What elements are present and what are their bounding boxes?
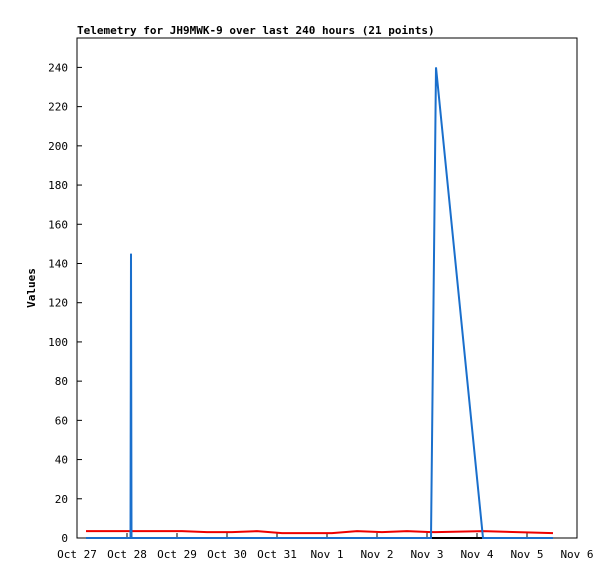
y-tick-label: 160 (48, 218, 68, 231)
y-tick-label: 120 (48, 297, 68, 310)
x-tick-label: Nov 2 (360, 548, 393, 561)
y-tick-label: 200 (48, 140, 68, 153)
x-tick-label: Nov 4 (460, 548, 493, 561)
y-tick-label: 60 (55, 414, 68, 427)
y-tick-label: 140 (48, 257, 68, 270)
x-tick-label: Oct 28 (107, 548, 147, 561)
y-tick-label: 180 (48, 179, 68, 192)
y-tick-label: 100 (48, 336, 68, 349)
x-tick-label: Oct 29 (157, 548, 197, 561)
y-tick-label: 20 (55, 493, 68, 506)
y-tick-label: 220 (48, 101, 68, 114)
y-tick-label: 40 (55, 454, 68, 467)
x-tick-label: Nov 6 (560, 548, 593, 561)
series-line (86, 67, 553, 539)
x-tick-label: Nov 1 (310, 548, 343, 561)
x-tick-label: Oct 31 (257, 548, 297, 561)
y-tick-label: 240 (48, 61, 68, 74)
y-tick-label: 80 (55, 375, 68, 388)
plot-frame (76, 37, 578, 539)
x-tick-label: Nov 3 (410, 548, 443, 561)
x-tick-label: Oct 27 (57, 548, 97, 561)
x-tick-label: Nov 5 (510, 548, 543, 561)
y-tick-label: 0 (61, 532, 68, 545)
x-tick-label: Oct 30 (207, 548, 247, 561)
y-axis-title: Values (25, 268, 38, 308)
chart-title: Telemetry for JH9MWK-9 over last 240 hou… (77, 24, 435, 37)
